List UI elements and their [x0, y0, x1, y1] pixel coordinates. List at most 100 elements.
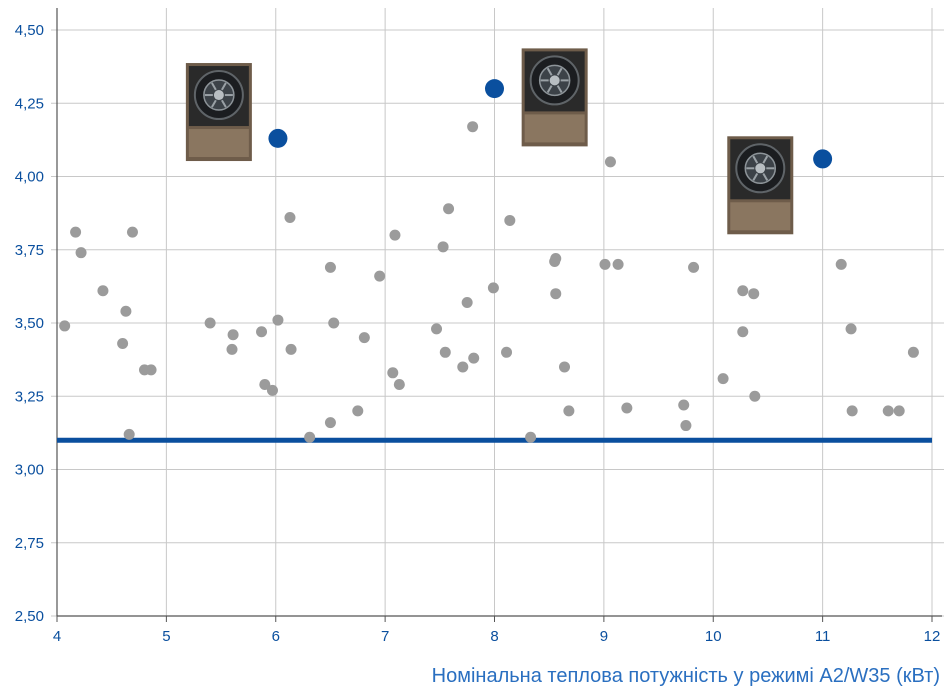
x-tick-label: 8 — [490, 628, 498, 645]
data-point — [70, 226, 82, 238]
data-point — [266, 384, 278, 396]
y-tick-label: 4,50 — [15, 22, 44, 39]
data-point — [324, 417, 336, 429]
highlight-point — [813, 149, 833, 169]
x-tick-label: 11 — [815, 628, 831, 645]
data-point — [328, 317, 340, 329]
data-point — [737, 326, 749, 338]
y-tick-label: 4,25 — [15, 95, 44, 112]
fan-blade — [211, 82, 217, 91]
data-point — [468, 352, 480, 364]
data-point — [358, 332, 370, 344]
heat-pump-unit-icon — [727, 136, 794, 235]
y-tick-label: 2,75 — [15, 535, 44, 552]
data-point — [120, 305, 132, 317]
data-point — [304, 431, 316, 443]
data-point — [612, 258, 624, 270]
data-point — [443, 203, 455, 215]
data-point — [393, 379, 405, 391]
data-point — [835, 258, 847, 270]
data-point — [352, 405, 364, 417]
data-point — [599, 258, 611, 270]
y-tick-label: 4,00 — [15, 169, 44, 186]
data-point — [285, 343, 297, 355]
data-point — [226, 343, 238, 355]
data-point — [374, 270, 386, 282]
data-point — [461, 296, 473, 308]
data-point — [387, 367, 399, 379]
data-points — [59, 79, 919, 443]
data-point — [227, 329, 239, 341]
data-point — [688, 261, 700, 273]
fan-blade — [752, 155, 759, 164]
x-tick-label: 5 — [162, 628, 170, 645]
fan-hub — [549, 75, 560, 86]
y-tick-label: 3,75 — [15, 242, 44, 259]
fan-blade — [762, 155, 769, 164]
heat-pump-base — [730, 202, 791, 231]
data-point — [467, 121, 479, 133]
data-point — [284, 212, 296, 224]
data-point — [487, 282, 499, 294]
x-tick-label: 10 — [705, 628, 722, 645]
x-axis-title: Номінальна теплова потужність у режимі A… — [432, 665, 940, 687]
data-point — [59, 320, 71, 332]
y-tick-label: 3,25 — [15, 388, 44, 405]
fan-blade — [221, 82, 227, 91]
y-tick-label: 3,00 — [15, 462, 44, 479]
data-point — [748, 288, 760, 300]
data-point — [882, 405, 894, 417]
fan-blade — [546, 85, 553, 94]
data-point — [457, 361, 469, 373]
heat-pump-base — [524, 114, 585, 143]
heat-pump-images — [185, 48, 794, 235]
data-point — [678, 399, 690, 411]
data-point — [439, 346, 451, 358]
data-point — [749, 390, 761, 402]
fan-blade — [556, 85, 563, 94]
fan-blade — [762, 172, 769, 181]
data-point — [117, 338, 129, 350]
data-point — [525, 431, 537, 443]
data-point — [621, 402, 633, 414]
x-tick-label: 4 — [53, 628, 61, 645]
data-point — [559, 361, 570, 373]
data-point — [550, 288, 562, 300]
data-point — [75, 247, 87, 259]
grid-lines — [51, 8, 944, 617]
data-point — [431, 323, 443, 335]
data-point — [907, 346, 919, 358]
data-point — [563, 405, 575, 417]
fan-blade — [211, 99, 217, 108]
data-point — [389, 229, 401, 241]
data-point — [604, 156, 616, 168]
data-point — [737, 285, 749, 297]
fan-blade — [752, 172, 759, 181]
data-point — [717, 373, 729, 385]
x-tick-label: 6 — [272, 628, 280, 645]
data-point — [550, 253, 562, 265]
data-point — [256, 326, 268, 338]
fan-blade — [556, 67, 563, 76]
heat-pump-unit-icon — [521, 48, 588, 147]
y-tick-label: 2,50 — [15, 608, 44, 625]
data-point — [845, 323, 857, 335]
data-point — [204, 317, 216, 329]
heat-pump-unit-icon — [185, 63, 252, 162]
y-tick-label: 3,50 — [15, 315, 44, 332]
x-tick-label: 12 — [924, 628, 941, 645]
data-point — [259, 379, 271, 391]
data-point — [893, 405, 905, 417]
data-point — [272, 314, 284, 326]
data-point — [324, 261, 336, 273]
fan-blade — [221, 99, 227, 108]
fan-hub — [755, 163, 766, 174]
highlight-point — [268, 128, 288, 148]
data-point — [97, 285, 109, 297]
fan-hub — [213, 90, 224, 101]
x-tick-labels: 4 5 6 7 8 9 10 11 12 — [53, 628, 941, 645]
data-point — [680, 420, 692, 432]
data-point — [501, 346, 513, 358]
data-point — [126, 226, 138, 238]
